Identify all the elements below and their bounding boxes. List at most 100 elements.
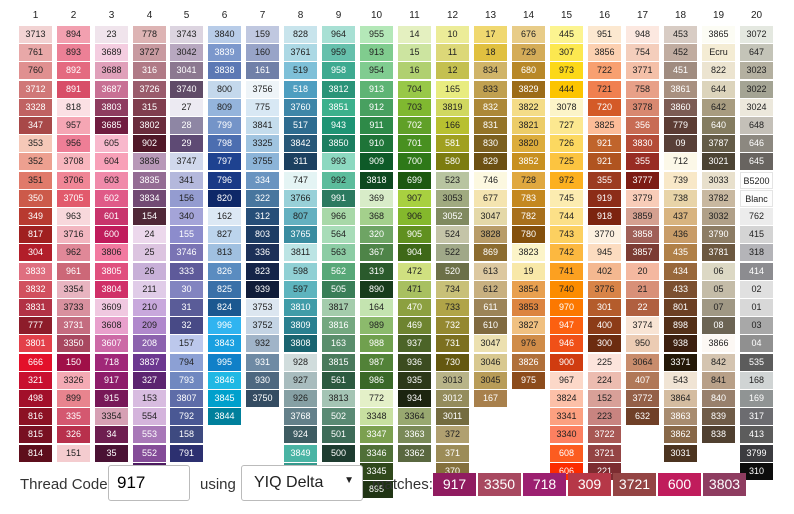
thread-swatch[interactable]: 893 (57, 44, 90, 62)
thread-swatch[interactable]: 702 (398, 117, 431, 134)
thread-swatch[interactable]: 760 (19, 62, 52, 80)
thread-swatch[interactable]: 3806 (95, 244, 128, 262)
thread-swatch[interactable]: 3859 (626, 208, 659, 225)
thread-swatch[interactable]: 3753 (246, 299, 279, 316)
thread-swatch[interactable]: 799 (208, 117, 241, 134)
thread-swatch[interactable]: 451 (664, 62, 697, 80)
thread-swatch[interactable]: 154 (133, 208, 166, 225)
thread-swatch[interactable]: 3843 (208, 335, 241, 353)
thread-swatch[interactable]: 608 (550, 444, 583, 462)
thread-swatch[interactable]: 164 (360, 299, 393, 316)
thread-swatch[interactable]: 17 (474, 26, 507, 43)
thread-swatch[interactable]: 989 (360, 317, 393, 335)
thread-swatch[interactable]: 3064 (626, 353, 659, 371)
thread-swatch[interactable]: 158 (170, 426, 203, 444)
thread-swatch[interactable]: 899 (57, 390, 90, 407)
thread-swatch[interactable]: 666 (19, 353, 52, 371)
thread-swatch[interactable]: 163 (322, 335, 355, 353)
thread-swatch[interactable]: 975 (512, 371, 545, 389)
thread-swatch[interactable]: 522 (436, 244, 469, 262)
thread-swatch[interactable]: 372 (436, 426, 469, 444)
thread-swatch[interactable]: 310 (740, 462, 773, 480)
thread-swatch[interactable]: 3833 (19, 262, 52, 280)
thread-swatch[interactable]: 552 (133, 444, 166, 462)
thread-swatch[interactable]: 743 (550, 226, 583, 244)
thread-swatch[interactable]: 224 (588, 371, 621, 389)
match-chip[interactable]: 600 (658, 473, 701, 496)
thread-swatch[interactable]: 353 (19, 135, 52, 153)
thread-swatch[interactable]: 304 (19, 244, 52, 262)
thread-swatch[interactable]: 3687 (95, 80, 128, 98)
thread-swatch[interactable]: 958 (322, 62, 355, 80)
thread-swatch[interactable]: 3831 (19, 299, 52, 316)
thread-swatch[interactable]: 435 (664, 244, 697, 262)
thread-swatch[interactable]: 823 (246, 262, 279, 280)
thread-swatch[interactable]: 924 (284, 426, 317, 444)
thread-swatch[interactable]: 16 (398, 62, 431, 80)
thread-swatch[interactable]: 501 (322, 426, 355, 444)
thread-swatch[interactable]: 3013 (436, 371, 469, 389)
thread-swatch[interactable]: 841 (702, 371, 735, 389)
thread-swatch[interactable]: 957 (57, 117, 90, 134)
thread-swatch[interactable]: 3047 (474, 335, 507, 353)
thread-swatch[interactable]: 793 (170, 371, 203, 389)
thread-swatch[interactable]: 336 (246, 244, 279, 262)
thread-swatch[interactable]: 993 (322, 153, 355, 171)
thread-swatch[interactable]: 3347 (360, 426, 393, 444)
thread-swatch[interactable]: 316 (133, 62, 166, 80)
thread-swatch[interactable]: 959 (322, 44, 355, 62)
thread-swatch[interactable]: 822 (702, 62, 735, 80)
thread-swatch[interactable]: 913 (360, 44, 393, 62)
thread-swatch[interactable]: 307 (550, 44, 583, 62)
thread-swatch[interactable]: 3765 (284, 226, 317, 244)
thread-swatch[interactable]: 518 (284, 80, 317, 98)
thread-swatch[interactable]: 700 (398, 153, 431, 171)
method-select[interactable]: YIQ Delta ▼ (241, 465, 363, 501)
thread-swatch[interactable]: 3371 (664, 353, 697, 371)
thread-swatch[interactable]: 167 (474, 390, 507, 407)
thread-swatch[interactable]: 970 (550, 299, 583, 316)
thread-swatch[interactable]: 762 (740, 208, 773, 225)
thread-swatch[interactable]: 3829 (512, 80, 545, 98)
thread-swatch[interactable]: 06 (702, 262, 735, 280)
thread-swatch[interactable]: 34 (95, 426, 128, 444)
thread-swatch[interactable]: 04 (740, 335, 773, 353)
thread-swatch[interactable]: 775 (246, 98, 279, 116)
thread-swatch[interactable]: 3031 (664, 444, 697, 462)
thread-swatch[interactable]: 168 (740, 371, 773, 389)
thread-swatch[interactable]: 966 (322, 208, 355, 225)
thread-swatch[interactable]: 732 (436, 317, 469, 335)
thread-swatch[interactable]: 347 (19, 117, 52, 134)
thread-swatch[interactable]: 160 (246, 44, 279, 62)
thread-swatch[interactable]: 976 (512, 335, 545, 353)
thread-swatch[interactable]: 961 (57, 262, 90, 280)
thread-swatch[interactable]: 3861 (664, 80, 697, 98)
thread-swatch[interactable]: 3815 (322, 353, 355, 371)
thread-swatch[interactable]: 800 (208, 80, 241, 98)
thread-swatch[interactable]: 3046 (474, 353, 507, 371)
thread-swatch[interactable]: 471 (398, 280, 431, 298)
thread-swatch[interactable]: 3706 (57, 171, 90, 189)
thread-swatch[interactable]: 3756 (246, 80, 279, 98)
thread-swatch[interactable]: 904 (398, 244, 431, 262)
thread-swatch[interactable]: 352 (19, 153, 52, 171)
thread-swatch[interactable]: 722 (588, 62, 621, 80)
thread-swatch[interactable]: 906 (398, 208, 431, 225)
thread-swatch[interactable]: 963 (57, 208, 90, 225)
thread-swatch[interactable]: 21 (626, 280, 659, 298)
thread-swatch[interactable]: 3825 (588, 117, 621, 134)
thread-swatch[interactable]: 3856 (588, 44, 621, 62)
thread-swatch[interactable]: 3846 (208, 371, 241, 389)
thread-swatch[interactable]: 3713 (19, 26, 52, 43)
thread-swatch[interactable]: 3778 (626, 98, 659, 116)
thread-swatch[interactable]: 3822 (512, 98, 545, 116)
thread-swatch[interactable]: 3826 (512, 353, 545, 371)
thread-swatch[interactable]: 951 (588, 26, 621, 43)
thread-swatch[interactable]: 950 (626, 335, 659, 353)
thread-swatch[interactable]: 3078 (550, 98, 583, 116)
match-chip[interactable]: 3350 (478, 473, 521, 496)
thread-swatch[interactable]: 986 (360, 371, 393, 389)
thread-swatch[interactable]: 838 (702, 426, 735, 444)
thread-swatch[interactable]: 943 (322, 117, 355, 134)
thread-swatch[interactable]: 783 (512, 189, 545, 207)
